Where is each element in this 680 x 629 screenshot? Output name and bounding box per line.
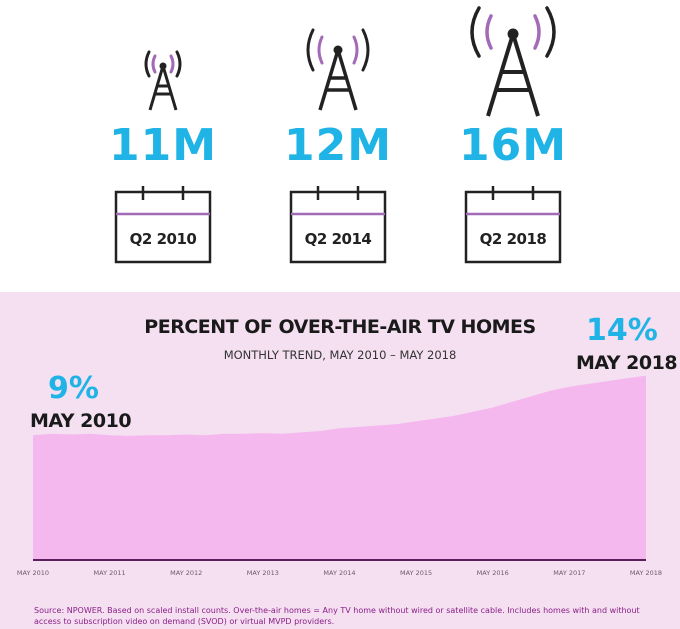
area-chart: MAY 2010 MAY 2011 MAY 2012 MAY 2013 MAY 2014…	[17, 375, 662, 577]
area-series	[33, 375, 646, 560]
x-tick-label: MAY 2015	[400, 569, 432, 577]
tower-block-1: 11M Q2 2010	[103, 0, 223, 270]
tower-block-2: 12M Q2 2014	[278, 0, 398, 270]
calendar-icon	[289, 186, 387, 264]
calendar-icon	[464, 186, 562, 264]
calendar-icon	[114, 186, 212, 264]
x-tick-label: MAY 2012	[170, 569, 202, 577]
tower-period-1: Q2 2010	[129, 230, 197, 248]
x-tick-label: MAY 2018	[630, 569, 662, 577]
callout-end-date: MAY 2018	[576, 352, 678, 374]
x-tick-label: MAY 2011	[94, 569, 126, 577]
x-tick-label: MAY 2010	[17, 569, 49, 577]
source-note: Source: NPOWER. Based on scaled install …	[34, 606, 640, 626]
broadcast-tower-icon	[144, 50, 182, 111]
x-tick-label: MAY 2014	[323, 569, 355, 577]
callout-start-date: MAY 2010	[30, 410, 132, 432]
x-tick-label: MAY 2013	[247, 569, 279, 577]
tower-value-2: 12M	[283, 120, 392, 171]
tower-value-3: 16M	[458, 120, 567, 171]
towers-section: 11M Q2 2010 12M Q2 2014	[0, 0, 680, 292]
chart-subtitle: MONTHLY TREND, MAY 2010 – MAY 2018	[223, 348, 457, 362]
callout-end-value: 14%	[586, 313, 658, 348]
chart-panel: MAY 2010 MAY 2011 MAY 2012 MAY 2013 MAY 2014…	[0, 292, 680, 629]
broadcast-tower-icon	[306, 28, 370, 111]
x-tick-label: MAY 2017	[553, 569, 585, 577]
broadcast-tower-icon	[470, 6, 556, 117]
chart-title: PERCENT OF OVER-THE-AIR TV HOMES	[144, 316, 536, 338]
callout-start-value: 9%	[48, 371, 99, 406]
tower-block-3: 16M Q2 2018	[453, 0, 573, 270]
x-tick-label: MAY 2016	[477, 569, 509, 577]
tower-period-3: Q2 2018	[479, 230, 547, 248]
tower-value-1: 11M	[108, 120, 217, 171]
tower-period-2: Q2 2014	[304, 230, 372, 248]
